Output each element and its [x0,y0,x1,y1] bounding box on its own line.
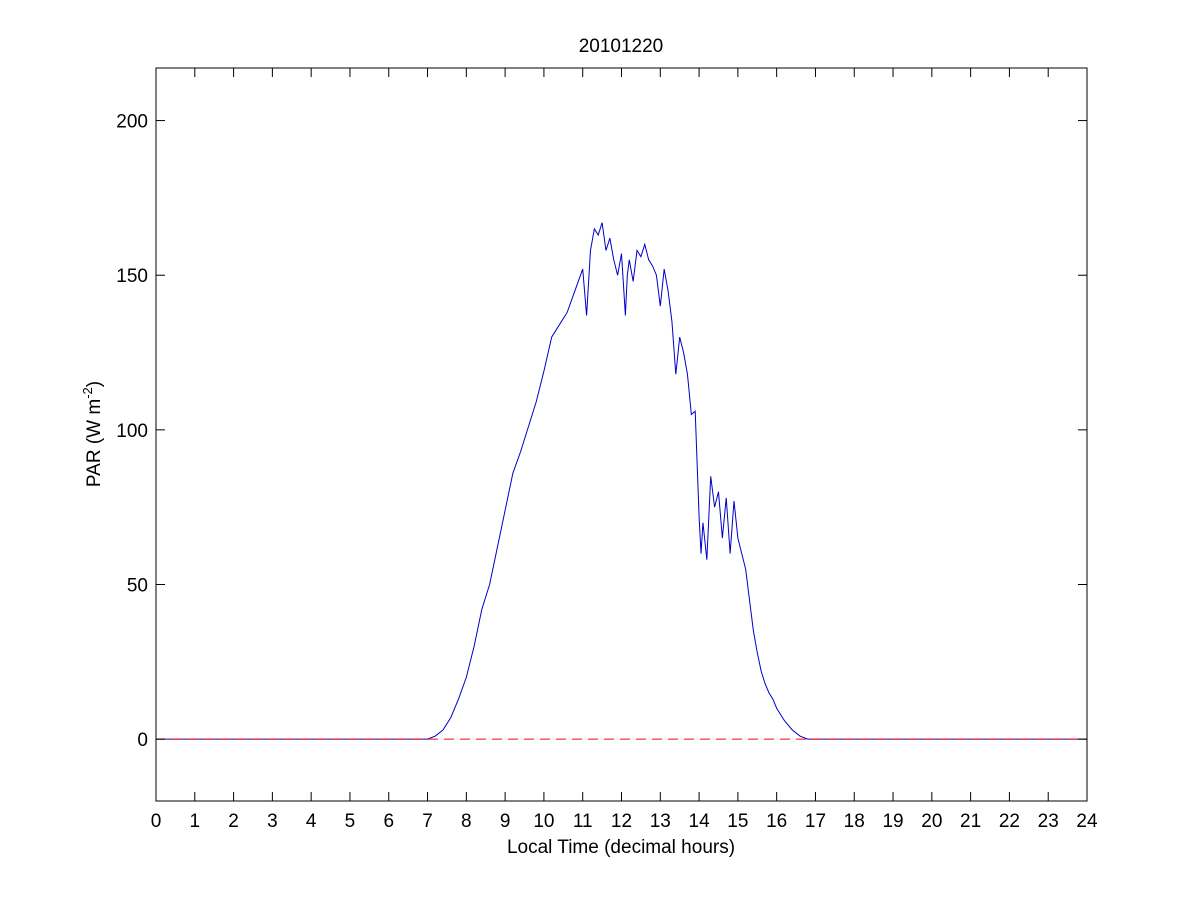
x-tick-label-11: 11 [573,811,593,832]
x-tick-label-1: 1 [190,811,201,832]
y-tick-label-50: 50 [127,576,148,597]
x-tick-label-5: 5 [345,811,356,832]
x-tick-label-2: 2 [228,811,239,832]
plot-frame [155,67,1088,802]
x-tick-label-7: 7 [422,811,433,832]
x-tick-label-0: 0 [151,811,162,832]
x-tick-label-23: 23 [1038,811,1059,832]
y-axis-title-superscript: -2 [80,387,95,399]
x-tick-label-10: 10 [533,811,554,832]
chart-title: 20101220 [579,36,664,57]
ticks-layer: 0 1 2 3 4 5 6 7 8 9 10 11 12 13 14 15 16 17 18 19 20 21 22 23 24… [116,68,1098,832]
x-tick-label-6: 6 [383,811,394,832]
x-tick-label-14: 14 [689,811,711,832]
y-tick-label-0: 0 [137,730,148,751]
y-tick-label-100: 100 [116,421,148,442]
x-tick-label-12: 12 [611,811,632,832]
x-tick-label-15: 15 [727,811,748,832]
x-tick-label-3: 3 [267,811,278,832]
y-tick-label-200: 200 [116,112,148,133]
x-tick-label-22: 22 [999,811,1020,832]
y-axis-title-close: ) [84,381,105,387]
y-axis-title: PAR (W m-2) [80,381,105,487]
y-tick-label-150: 150 [116,266,148,287]
y-axis-title-main: PAR (W m [84,399,105,487]
x-tick-label-8: 8 [461,811,472,832]
x-tick-label-4: 4 [306,811,317,832]
x-tick-label-18: 18 [844,811,865,832]
x-tick-label-24: 24 [1076,811,1098,832]
x-tick-label-20: 20 [921,811,942,832]
series-layer [156,222,1087,740]
x-axis-title: Local Time (decimal hours) [507,837,735,858]
x-tick-label-19: 19 [882,811,903,832]
series-line-0 [156,222,1087,740]
x-tick-label-16: 16 [766,811,787,832]
x-tick-label-9: 9 [500,811,511,832]
x-tick-label-17: 17 [805,811,826,832]
x-tick-label-13: 13 [650,811,671,832]
x-tick-label-21: 21 [960,811,981,832]
